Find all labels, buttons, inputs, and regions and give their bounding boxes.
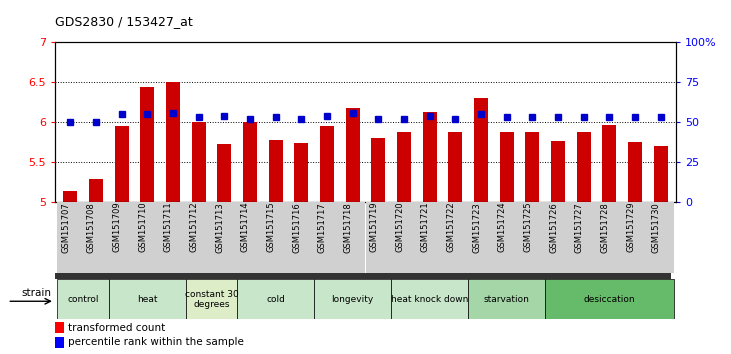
Bar — [622, 202, 648, 273]
Bar — [237, 202, 263, 273]
Bar — [320, 126, 334, 202]
Text: GSM151726: GSM151726 — [549, 202, 558, 252]
Bar — [391, 202, 417, 273]
Text: starvation: starvation — [484, 295, 530, 304]
Bar — [417, 202, 442, 273]
Bar — [602, 125, 616, 202]
Text: heat knock down: heat knock down — [391, 295, 469, 304]
Text: GSM151727: GSM151727 — [575, 202, 584, 252]
Bar — [55, 337, 64, 348]
Bar — [58, 202, 83, 273]
Text: cold: cold — [266, 295, 285, 304]
Bar — [109, 202, 135, 273]
Text: heat: heat — [137, 295, 157, 304]
Text: transformed count: transformed count — [68, 322, 165, 332]
Text: GSM151720: GSM151720 — [395, 202, 404, 252]
Bar — [83, 202, 109, 273]
Bar — [237, 280, 314, 319]
Text: constant 30
degrees: constant 30 degrees — [184, 290, 238, 309]
Text: GSM151717: GSM151717 — [318, 202, 327, 252]
Bar — [243, 122, 257, 202]
Bar — [468, 280, 545, 319]
Bar — [571, 202, 596, 273]
Text: GSM151714: GSM151714 — [241, 202, 250, 252]
Text: desiccation: desiccation — [583, 295, 635, 304]
Text: GSM151713: GSM151713 — [216, 202, 224, 252]
Bar — [397, 132, 411, 202]
Text: GSM151716: GSM151716 — [292, 202, 301, 252]
Text: GSM151721: GSM151721 — [420, 202, 430, 252]
Bar — [654, 146, 668, 202]
Bar — [577, 132, 591, 202]
Bar — [166, 82, 180, 202]
Bar — [217, 144, 231, 202]
Bar — [89, 179, 103, 202]
Bar — [289, 202, 314, 273]
Text: GSM151722: GSM151722 — [447, 202, 455, 252]
Bar — [55, 322, 64, 333]
Bar — [500, 132, 514, 202]
Bar — [468, 202, 494, 273]
Bar — [442, 202, 468, 273]
Bar — [526, 132, 539, 202]
Bar — [545, 280, 673, 319]
Bar — [545, 202, 571, 273]
Text: longevity: longevity — [332, 295, 374, 304]
Bar — [366, 202, 391, 273]
Bar — [192, 122, 205, 202]
Text: GSM151707: GSM151707 — [61, 202, 70, 252]
Text: strain: strain — [21, 288, 51, 298]
Bar — [346, 108, 360, 202]
Bar — [135, 202, 160, 273]
Bar — [211, 202, 237, 273]
Bar — [63, 192, 77, 202]
Text: GSM151729: GSM151729 — [626, 202, 635, 252]
Text: GSM151723: GSM151723 — [472, 202, 481, 252]
Text: GSM151719: GSM151719 — [369, 202, 379, 252]
Text: GSM151724: GSM151724 — [498, 202, 507, 252]
Text: GSM151712: GSM151712 — [189, 202, 199, 252]
Bar — [314, 202, 340, 273]
Bar — [551, 141, 565, 202]
Bar — [186, 202, 211, 273]
Bar — [596, 202, 622, 273]
Bar — [115, 126, 129, 202]
Text: GSM151708: GSM151708 — [87, 202, 96, 252]
Bar — [295, 143, 308, 202]
Text: GSM151725: GSM151725 — [523, 202, 532, 252]
Bar — [494, 202, 520, 273]
Text: GSM151710: GSM151710 — [138, 202, 147, 252]
Bar — [340, 202, 366, 273]
Text: GSM151728: GSM151728 — [600, 202, 610, 252]
Text: control: control — [67, 295, 99, 304]
Bar — [186, 280, 237, 319]
Text: percentile rank within the sample: percentile rank within the sample — [68, 337, 244, 348]
Bar — [448, 132, 463, 202]
Bar — [268, 139, 283, 202]
Bar — [474, 98, 488, 202]
Bar — [160, 202, 186, 273]
Bar — [520, 202, 545, 273]
Text: GDS2830 / 153427_at: GDS2830 / 153427_at — [55, 15, 192, 28]
Bar — [648, 202, 673, 273]
Text: GSM151711: GSM151711 — [164, 202, 173, 252]
Text: GSM151718: GSM151718 — [344, 202, 352, 252]
Bar — [55, 273, 671, 280]
Bar — [140, 87, 154, 202]
Bar — [58, 280, 109, 319]
Bar — [263, 202, 289, 273]
Text: GSM151730: GSM151730 — [652, 202, 661, 252]
Bar — [628, 142, 642, 202]
Text: GSM151709: GSM151709 — [113, 202, 121, 252]
Bar — [423, 112, 436, 202]
Bar — [391, 280, 468, 319]
Text: GSM151715: GSM151715 — [267, 202, 276, 252]
Bar — [371, 138, 385, 202]
Bar — [314, 280, 391, 319]
Bar — [109, 280, 186, 319]
